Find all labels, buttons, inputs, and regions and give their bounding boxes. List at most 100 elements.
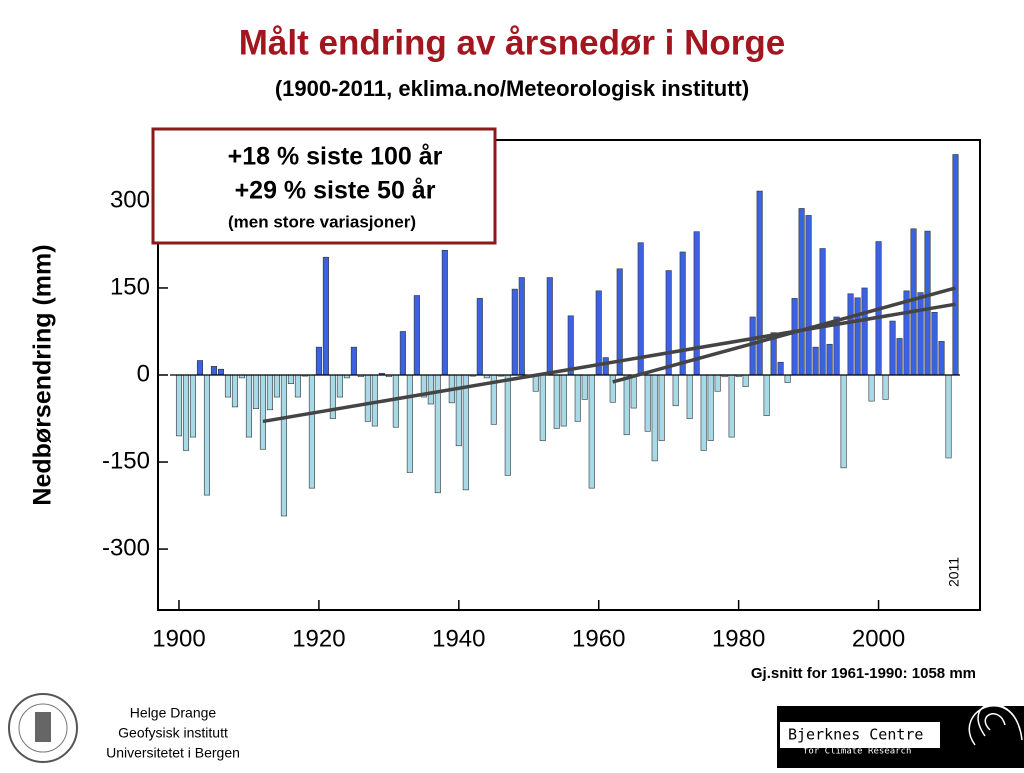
bar bbox=[952, 154, 959, 376]
bar bbox=[742, 374, 749, 387]
author: Universitetet i Bergen bbox=[106, 745, 240, 761]
x-tick-label: 1980 bbox=[712, 625, 765, 652]
x-tick-label: 1900 bbox=[152, 625, 205, 652]
bar bbox=[511, 288, 518, 376]
bar bbox=[889, 320, 896, 376]
bar bbox=[672, 374, 679, 407]
bar bbox=[595, 290, 602, 376]
logo-text: for Climate Research bbox=[803, 747, 911, 757]
bar bbox=[280, 374, 287, 517]
bar bbox=[364, 374, 371, 422]
y-axis-label: Nedbørsendring (mm) bbox=[29, 244, 57, 505]
bar bbox=[392, 374, 399, 428]
annotation: (men store variasjoner) bbox=[228, 212, 416, 231]
bar bbox=[910, 228, 917, 376]
bar bbox=[539, 374, 546, 441]
bar bbox=[602, 357, 609, 376]
bar bbox=[308, 374, 315, 489]
bar bbox=[714, 374, 721, 392]
bar bbox=[553, 374, 560, 429]
trend-line bbox=[612, 286, 956, 384]
annotation-box bbox=[151, 127, 497, 245]
title: Målt endring av årsnedør i Norge bbox=[239, 23, 786, 62]
bar bbox=[175, 374, 183, 437]
bar bbox=[665, 270, 672, 376]
bar bbox=[847, 293, 854, 376]
bar bbox=[882, 374, 889, 400]
bar bbox=[315, 346, 322, 376]
bar bbox=[609, 374, 616, 403]
y-tick-label: 300 bbox=[110, 186, 150, 213]
logo-text: Bjerknes Centre bbox=[788, 726, 923, 744]
bar bbox=[462, 374, 469, 491]
bar bbox=[784, 374, 791, 383]
bar bbox=[658, 374, 665, 441]
bar bbox=[707, 374, 714, 441]
bar bbox=[896, 338, 903, 376]
trend-line bbox=[262, 302, 956, 424]
x-tick-label: 2000 bbox=[852, 625, 905, 652]
y-tick-label: -300 bbox=[102, 534, 150, 561]
author: Helge Drange bbox=[130, 705, 217, 721]
bar bbox=[413, 295, 420, 376]
bar bbox=[518, 277, 525, 376]
bar bbox=[350, 346, 357, 376]
university-seal bbox=[8, 693, 78, 763]
bar bbox=[231, 374, 238, 408]
bar bbox=[861, 287, 868, 376]
bar bbox=[224, 374, 231, 398]
bar bbox=[441, 249, 448, 376]
bar bbox=[560, 374, 567, 427]
bar bbox=[840, 374, 847, 469]
bar bbox=[210, 365, 217, 376]
bar bbox=[203, 374, 210, 496]
bar bbox=[427, 374, 434, 405]
bar bbox=[931, 312, 938, 376]
bjerknes-logo: Bjerknes Centre for Climate Research bbox=[777, 703, 1024, 768]
bar bbox=[686, 374, 693, 419]
bar bbox=[196, 360, 204, 376]
bar bbox=[504, 374, 511, 476]
bar bbox=[259, 374, 266, 450]
bar bbox=[336, 374, 343, 398]
bar bbox=[826, 343, 833, 376]
bar bbox=[406, 374, 413, 473]
bar bbox=[623, 374, 630, 436]
bar bbox=[245, 374, 252, 438]
y-tick-label: 150 bbox=[110, 273, 150, 300]
bar bbox=[476, 298, 483, 376]
bar bbox=[938, 341, 945, 376]
bar bbox=[322, 256, 329, 376]
bar bbox=[588, 374, 595, 489]
y-tick-label: 0 bbox=[137, 360, 150, 387]
x-tick-label: 1920 bbox=[292, 625, 345, 652]
bar bbox=[532, 374, 539, 392]
footnote: Gj.snitt for 1961-1990: 1058 mm bbox=[751, 665, 976, 682]
bar bbox=[749, 316, 756, 376]
bar bbox=[546, 277, 553, 376]
bar bbox=[763, 374, 770, 416]
bar bbox=[252, 374, 259, 409]
bar bbox=[819, 248, 826, 376]
bar bbox=[217, 368, 224, 376]
bar bbox=[581, 374, 588, 400]
bar bbox=[644, 374, 651, 432]
bar bbox=[777, 361, 784, 376]
bar bbox=[574, 374, 581, 422]
subtitle: (1900-2011, eklima.no/Meteorologisk inst… bbox=[275, 76, 749, 101]
bar bbox=[455, 374, 462, 447]
bar bbox=[791, 298, 798, 376]
bar bbox=[700, 374, 707, 451]
author: Geofysisk institutt bbox=[118, 725, 228, 741]
bar bbox=[182, 374, 190, 451]
bar bbox=[189, 374, 197, 438]
bar bbox=[805, 215, 812, 376]
bar bbox=[924, 230, 931, 376]
bar bbox=[854, 297, 861, 376]
bar bbox=[630, 374, 637, 409]
bar bbox=[399, 331, 406, 376]
bar bbox=[651, 374, 658, 462]
end-label: 2011 bbox=[946, 557, 962, 587]
